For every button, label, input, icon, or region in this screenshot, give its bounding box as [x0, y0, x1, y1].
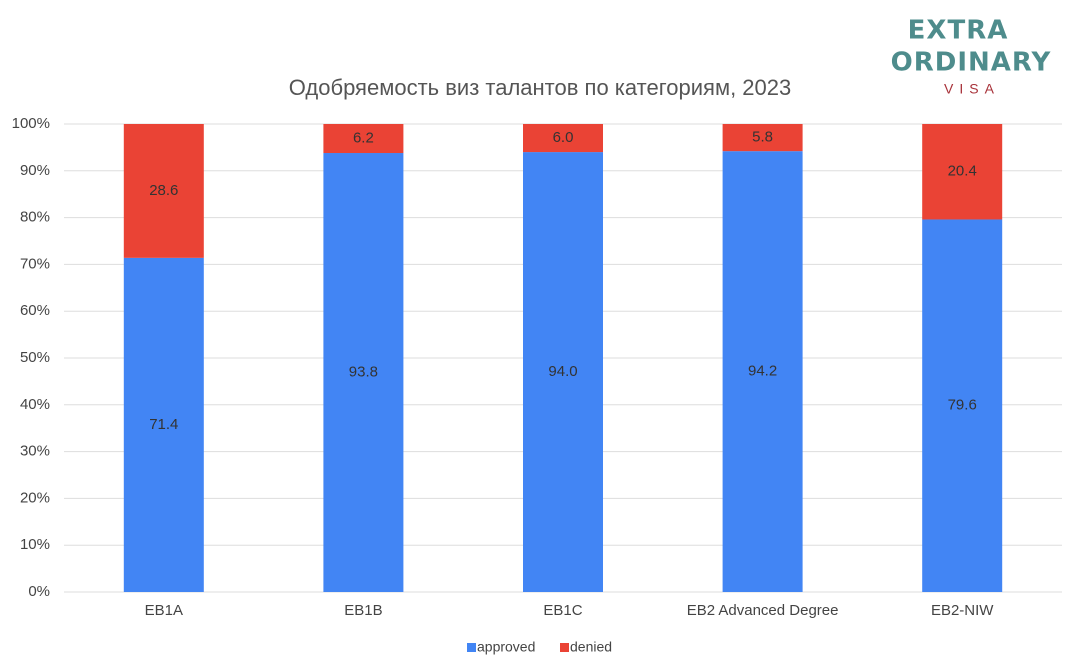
legend-label: approved [477, 639, 535, 655]
x-tick-label: EB2 Advanced Degree [687, 602, 839, 619]
bar-segment [323, 153, 404, 593]
bar-segment [523, 152, 603, 592]
legend-label: denied [570, 639, 612, 655]
bar-segment [722, 151, 803, 593]
legend-swatch [467, 643, 476, 652]
legend-swatch [560, 643, 569, 652]
x-tick-label: EB1C [543, 602, 582, 619]
data-label: 6.0 [553, 129, 574, 146]
data-label: 94.0 [548, 363, 577, 380]
y-tick-label: 50% [20, 349, 50, 366]
data-label: 79.6 [948, 397, 977, 414]
data-label: 71.4 [149, 416, 178, 433]
y-tick-label: 0% [28, 583, 50, 600]
data-label: 93.8 [349, 363, 378, 380]
data-label: 20.4 [948, 163, 977, 180]
data-label: 28.6 [149, 182, 178, 199]
logo-line: VISA [944, 81, 1000, 97]
bar-segment [123, 257, 204, 592]
y-tick-label: 40% [20, 396, 50, 413]
y-tick-label: 90% [20, 162, 50, 179]
x-tick-label: EB1A [145, 602, 183, 619]
logo-line: EXTRA [908, 16, 1009, 46]
y-tick-label: 70% [20, 255, 50, 272]
data-label: 6.2 [353, 129, 374, 146]
x-tick-label: EB2-NIW [931, 602, 994, 619]
bar-segment [722, 124, 803, 152]
y-tick-label: 20% [20, 489, 50, 506]
x-tick-label: EB1B [344, 602, 382, 619]
bar-segment [523, 124, 603, 153]
y-tick-label: 100% [12, 115, 50, 132]
logo-line: ORDINARY [891, 48, 1052, 78]
chart-title: Одобряемость виз талантов по категориям,… [289, 75, 791, 100]
data-label: 5.8 [752, 129, 773, 146]
y-tick-label: 10% [20, 536, 50, 553]
bar-segment [922, 219, 1003, 593]
data-label: 94.2 [748, 363, 777, 380]
bar-segment [323, 124, 404, 154]
y-tick-label: 30% [20, 443, 50, 460]
bar-segment [123, 124, 204, 258]
y-tick-label: 60% [20, 302, 50, 319]
y-tick-label: 80% [20, 209, 50, 226]
bar-segment [922, 124, 1003, 220]
